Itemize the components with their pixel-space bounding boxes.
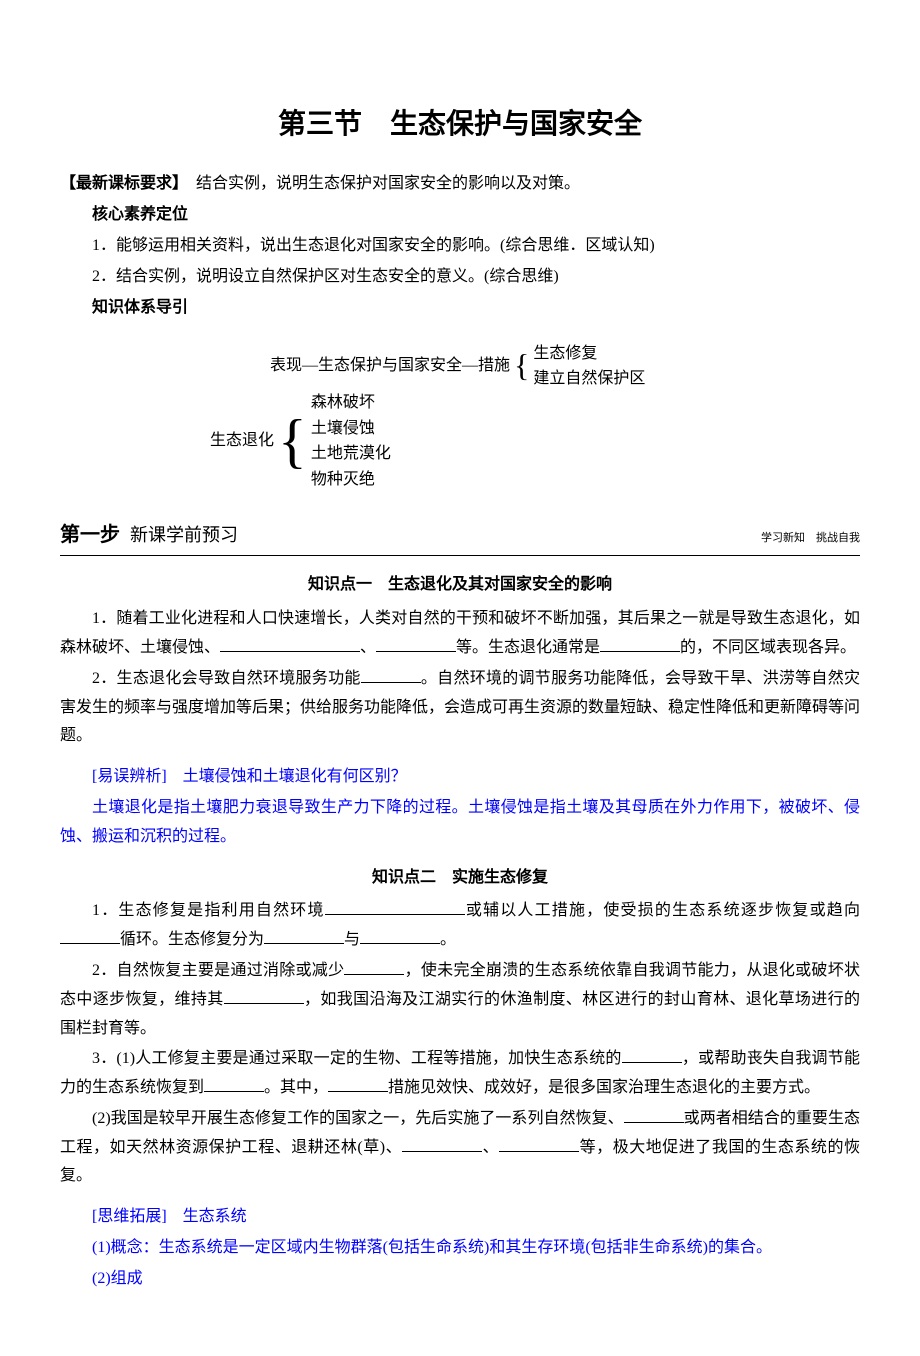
kp2-heading: 知识点二 实施生态修复 bbox=[60, 864, 860, 893]
kp2-p2: 2．自然恢复主要是通过消除或减少，使未完全崩溃的生态系统依靠自我调节能力，从退化… bbox=[60, 957, 860, 1043]
diagram-r2-1: 森林破坏 bbox=[311, 390, 391, 416]
diagram-r2-4: 物种灭绝 bbox=[311, 467, 391, 493]
blank bbox=[344, 959, 404, 975]
diagram-r1-1: 生态修复 bbox=[533, 341, 645, 367]
blank bbox=[361, 667, 421, 683]
step1-right: 学习新知 挑战自我 bbox=[761, 529, 860, 549]
diagram-row2-left: 生态退化 bbox=[210, 427, 274, 456]
kp2-p1c: 循环。生态修复分为 bbox=[120, 931, 264, 948]
blank bbox=[325, 899, 465, 915]
expand-label: [思维拓展] 生态系统 bbox=[60, 1203, 860, 1232]
blank bbox=[360, 928, 440, 944]
diagram-r1-2: 建立自然保护区 bbox=[533, 366, 645, 392]
positioning-item1: 1．能够运用相关资料，说出生态退化对国家安全的影响。(综合思维．区域认知) bbox=[60, 232, 860, 261]
kp1-p1b: 、 bbox=[360, 639, 376, 656]
diagram-row1-left: 表现—生态保护与国家安全—措施 bbox=[270, 352, 510, 381]
kp1-p2a: 2．生态退化会导致自然环境服务功能 bbox=[92, 670, 361, 687]
blank bbox=[376, 636, 456, 652]
diagram-r2-3: 土地荒漠化 bbox=[311, 441, 391, 467]
kp2-p1a: 1．生态修复是指利用自然环境 bbox=[92, 902, 325, 919]
knowledge-diagram: 表现—生态保护与国家安全—措施 { 生态修复 建立自然保护区 生态退化 { 森林… bbox=[210, 337, 710, 492]
positioning-item2: 2．结合实例，说明设立自然保护区对生态安全的意义。(综合思维) bbox=[60, 263, 860, 292]
kp2-p4c: 、 bbox=[482, 1139, 499, 1156]
kp2-p1e: 。 bbox=[440, 931, 456, 948]
step1-row: 第一步 新课学前预习 学习新知 挑战自我 bbox=[60, 517, 860, 556]
blank bbox=[60, 928, 120, 944]
analysis-label: [易误辨析] 土壤侵蚀和土壤退化有何区别？ bbox=[60, 763, 860, 792]
kp1-heading: 知识点一 生态退化及其对国家安全的影响 bbox=[60, 571, 860, 600]
requirement-label: 【最新课标要求】 bbox=[60, 175, 180, 192]
kp1-p1d: 的，不同区域表现各异。 bbox=[680, 639, 856, 656]
blank bbox=[328, 1076, 388, 1092]
requirement-row: 【最新课标要求】 结合实例，说明生态保护对国家安全的影响以及对策。 bbox=[60, 170, 860, 199]
kp2-p3c: 。其中， bbox=[264, 1079, 328, 1096]
brace-icon: { bbox=[514, 337, 529, 395]
kp2-p3a: 3．(1)人工修复主要是通过采取一定的生物、工程等措施，加快生态系统的 bbox=[92, 1050, 622, 1067]
diagram-r2-2: 土壤侵蚀 bbox=[311, 416, 391, 442]
kp1-p2: 2．生态退化会导致自然环境服务功能。自然环境的调节服务功能降低，会导致干旱、洪涝… bbox=[60, 665, 860, 751]
blank bbox=[264, 928, 344, 944]
blank bbox=[402, 1136, 482, 1152]
positioning-label: 核心素养定位 bbox=[92, 206, 188, 223]
blank bbox=[220, 636, 360, 652]
blank bbox=[622, 1047, 682, 1063]
blank bbox=[600, 636, 680, 652]
step1-num: 第一步 bbox=[60, 517, 120, 553]
brace-icon: { bbox=[278, 411, 307, 471]
blank bbox=[224, 988, 304, 1004]
blank bbox=[624, 1107, 684, 1123]
blank bbox=[204, 1076, 264, 1092]
blank bbox=[499, 1136, 579, 1152]
kp2-p4: (2)我国是较早开展生态修复工作的国家之一，先后实施了一系列自然恢复、或两者相结… bbox=[60, 1105, 860, 1191]
analysis-text: 土壤退化是指土壤肥力衰退导致生产力下降的过程。土壤侵蚀是指土壤及其母质在外力作用… bbox=[60, 794, 860, 852]
kp2-p1: 1．生态修复是指利用自然环境 或辅以人工措施，使受损的生态系统逐步恢复或趋向循环。… bbox=[60, 897, 860, 955]
step1-title: 新课学前预习 bbox=[130, 519, 238, 551]
diagram-row1-right: 生态修复 建立自然保护区 bbox=[533, 341, 645, 392]
kp2-p2a: 2．自然恢复主要是通过消除或减少 bbox=[92, 962, 344, 979]
requirement-text: 结合实例，说明生态保护对国家安全的影响以及对策。 bbox=[180, 175, 580, 192]
kp2-p4a: (2)我国是较早开展生态修复工作的国家之一，先后实施了一系列自然恢复、 bbox=[92, 1110, 624, 1127]
positioning-label-row: 核心素养定位 bbox=[60, 201, 860, 230]
kp2-p1d: 与 bbox=[344, 931, 360, 948]
expand-p2: (2)组成 bbox=[60, 1265, 860, 1294]
kp2-p3: 3．(1)人工修复主要是通过采取一定的生物、工程等措施，加快生态系统的，或帮助丧… bbox=[60, 1045, 860, 1103]
kp2-p3d: 措施见效快、成效好，是很多国家治理生态退化的主要方式。 bbox=[388, 1079, 820, 1096]
guide-label-row: 知识体系导引 bbox=[60, 294, 860, 323]
kp1-p1: 1．随着工业化进程和人口快速增长，人类对自然的干预和破坏不断加强，其后果之一就是… bbox=[60, 605, 860, 663]
kp2-p1b: 或辅以人工措施，使受损的生态系统逐步恢复或趋向 bbox=[465, 902, 860, 919]
guide-label: 知识体系导引 bbox=[92, 299, 188, 316]
kp1-p1c: 等。生态退化通常是 bbox=[456, 639, 600, 656]
diagram-row2-items: 森林破坏 土壤侵蚀 土地荒漠化 物种灭绝 bbox=[311, 390, 391, 492]
expand-p1: (1)概念：生态系统是一定区域内生物群落(包括生命系统)和其生存环境(包括非生命… bbox=[60, 1234, 860, 1263]
page-title: 第三节 生态保护与国家安全 bbox=[60, 100, 860, 150]
